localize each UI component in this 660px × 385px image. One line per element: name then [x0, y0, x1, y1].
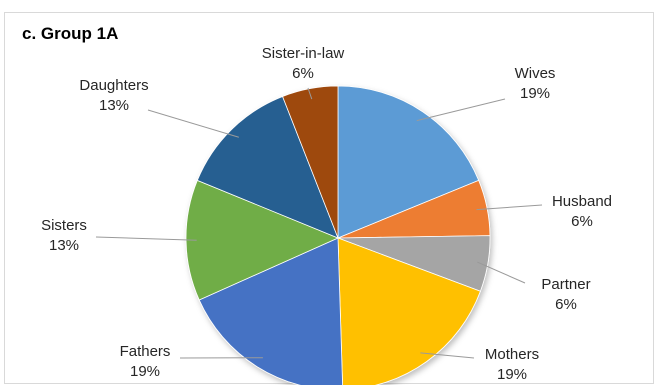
slice-value-label: 6%	[555, 296, 577, 313]
slice-label: Sister-in-law	[262, 45, 345, 62]
leader-line	[147, 109, 239, 138]
slice-value-label: 13%	[99, 97, 129, 114]
slice-label: Mothers	[485, 346, 539, 363]
slice-value-label: 19%	[497, 366, 527, 383]
chart-title: c. Group 1A	[22, 24, 119, 43]
slice-value-label: 6%	[571, 213, 593, 230]
slice-value-label: 6%	[292, 65, 314, 82]
pie-slice-mothers	[337, 237, 481, 385]
slice-label: Husband	[552, 193, 612, 210]
leader-line	[307, 87, 313, 100]
slice-label: Fathers	[120, 343, 171, 360]
leader-line	[416, 98, 506, 122]
slice-label: Partner	[541, 276, 590, 293]
leader-line	[95, 236, 197, 241]
pie-slice-sister-in-law	[282, 85, 339, 239]
slice-label: Sisters	[41, 217, 87, 234]
slice-label: Daughters	[79, 77, 148, 94]
leader-line	[477, 261, 526, 284]
pie-slice-wives	[337, 85, 480, 239]
slice-value-label: 13%	[49, 237, 79, 254]
pie-slice-fathers	[198, 237, 343, 385]
leader-line	[476, 204, 543, 211]
pie-slice-daughters	[196, 95, 339, 239]
slice-value-label: 19%	[520, 85, 550, 102]
pie-slices	[185, 85, 491, 385]
leader-line	[420, 352, 475, 359]
slice-label: Wives	[515, 65, 556, 82]
slice-value-label: 19%	[130, 363, 160, 380]
pie-slice-sisters	[185, 179, 340, 301]
